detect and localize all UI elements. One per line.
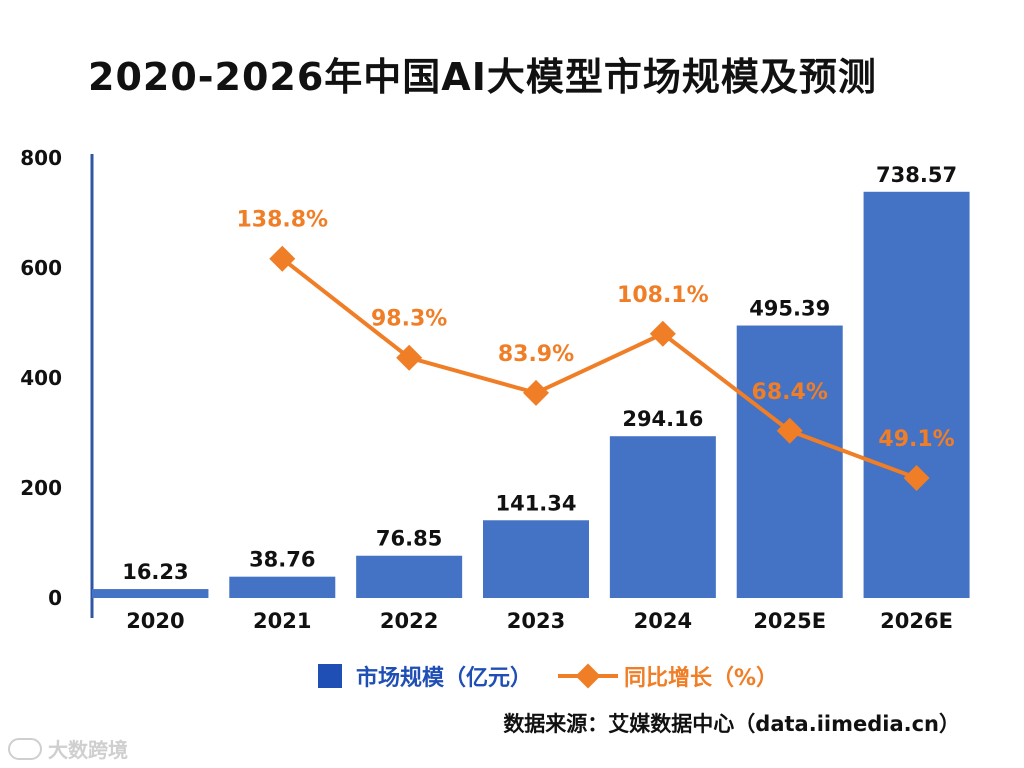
watermark-text: 大数跨境 [48, 738, 128, 762]
bar [483, 520, 589, 598]
bar-value-label: 76.85 [376, 527, 442, 551]
x-tick-label: 2026E [880, 609, 953, 633]
watermark-logo-icon [8, 737, 42, 760]
x-tick-label: 2023 [507, 609, 565, 633]
bar [863, 191, 970, 598]
data-source: 数据来源：艾媒数据中心（data.iimedia.cn） [503, 712, 960, 736]
legend-bar-label: 市场规模（亿元） [356, 666, 533, 691]
bar [92, 589, 209, 598]
bar-value-label: 38.76 [249, 548, 315, 572]
growth-line [281, 257, 918, 480]
legend-item-bar: 市场规模（亿元） [318, 660, 532, 692]
growth-point [269, 245, 296, 272]
legend: 市场规模（亿元） 同比增长（%） [318, 660, 804, 692]
growth-value-label: 49.1% [878, 427, 954, 452]
growth-value-label: 138.8% [236, 208, 328, 233]
legend-line-swatch [558, 663, 619, 689]
growth-value-label: 68.4% [752, 380, 828, 405]
bar-value-label: 16.23 [122, 560, 188, 584]
x-tick-label: 2024 [634, 609, 692, 633]
y-tick-label: 0 [48, 586, 62, 610]
bar [356, 555, 463, 598]
bar-value-label: 141.34 [495, 491, 576, 515]
y-tick-label: 400 [20, 366, 62, 390]
growth-point [523, 379, 549, 406]
x-tick-label: 2021 [253, 609, 311, 633]
y-tick-label: 800 [20, 146, 62, 170]
bar-value-label: 738.57 [876, 163, 957, 187]
bar-value-label: 495.39 [749, 297, 830, 321]
bar [609, 436, 716, 598]
growth-point [776, 417, 803, 444]
bar-value-label: 294.16 [622, 407, 703, 431]
watermark: 大数跨境 [8, 734, 128, 763]
growth-point [649, 320, 676, 347]
growth-point [903, 464, 930, 491]
legend-bar-swatch [318, 664, 342, 688]
growth-value-label: 108.1% [617, 283, 709, 308]
growth-value-label: 83.9% [498, 342, 574, 367]
bar [229, 576, 336, 598]
growth-point [396, 344, 423, 371]
chart-title: 2020-2026年中国AI大模型市场规模及预测 [88, 55, 877, 99]
x-tick-label: 2020 [126, 609, 184, 633]
growth-value-label: 98.3% [371, 307, 447, 332]
x-tick-label: 2022 [380, 609, 438, 633]
legend-item-line: 同比增长（%） [558, 660, 778, 692]
legend-line-label: 同比增长（%） [624, 666, 779, 691]
y-tick-label: 600 [20, 256, 62, 280]
y-tick-label: 200 [20, 476, 62, 500]
x-tick-label: 2025E [753, 609, 826, 633]
bar [736, 325, 843, 598]
